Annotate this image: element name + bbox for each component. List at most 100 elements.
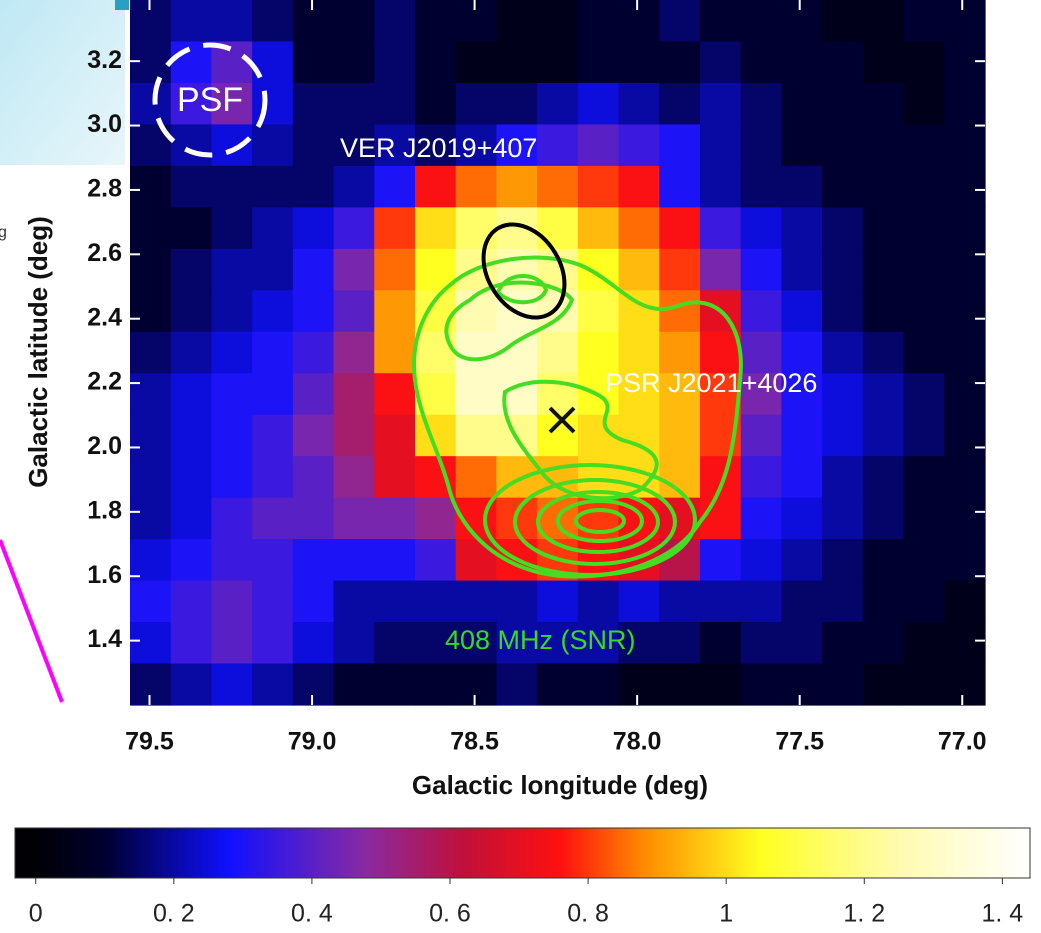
fragment-label: g: [0, 224, 7, 241]
heatmap-cell: [741, 622, 782, 664]
heatmap-cell: [334, 498, 375, 540]
heatmap-cell: [741, 249, 782, 291]
heatmap-cell: [537, 664, 578, 706]
heatmap-cell: [700, 664, 741, 706]
heatmap-cell: [822, 622, 863, 664]
heatmap-cell: [456, 41, 497, 83]
heatmap-cell: [659, 249, 700, 291]
heatmap-cell: [374, 373, 415, 415]
heatmap-cell: [700, 498, 741, 540]
heatmap-cell: [700, 207, 741, 249]
heatmap-cell: [904, 373, 945, 415]
heatmap-cell: [944, 373, 985, 415]
heatmap-cell: [334, 83, 375, 125]
heatmap-cell: [211, 664, 252, 706]
heatmap-cell: [537, 581, 578, 623]
y-tick-label: 2.0: [87, 432, 122, 460]
heatmap-cell: [944, 0, 985, 42]
heatmap-cell: [741, 166, 782, 208]
colorbar-tick-label: 0. 4: [291, 900, 333, 928]
heatmap-cell: [130, 207, 171, 249]
colorbar-tick-label: 1. 4: [982, 900, 1024, 928]
heatmap-cell: [415, 581, 456, 623]
heatmap-cell: [334, 290, 375, 332]
x-axis-title: Galactic longitude (deg): [412, 770, 708, 800]
y-tick-label: 1.6: [87, 561, 122, 589]
heatmap-cell: [130, 0, 171, 42]
heatmap-cell: [904, 290, 945, 332]
heatmap-cell: [659, 0, 700, 42]
heatmap-cell: [211, 622, 252, 664]
heatmap-cell: [374, 290, 415, 332]
heatmap-cell: [822, 0, 863, 42]
heatmap-cell: [211, 207, 252, 249]
heatmap-cell: [374, 456, 415, 498]
heatmap-cell: [456, 83, 497, 125]
x-tick-label: 78.0: [613, 728, 662, 756]
heatmap-cell: [211, 332, 252, 374]
heatmap-cell: [211, 373, 252, 415]
heatmap-cell: [456, 373, 497, 415]
heatmap-cell: [822, 373, 863, 415]
heatmap-cell: [252, 622, 293, 664]
heatmap-cell: [659, 166, 700, 208]
y-tick-label: 2.4: [87, 303, 122, 331]
y-tick-label: 2.6: [87, 239, 122, 267]
heatmap-cell: [578, 207, 619, 249]
heatmap-cell: [211, 124, 252, 166]
heatmap-cell: [822, 207, 863, 249]
heatmap-cell: [781, 83, 822, 125]
heatmap-cell: [130, 539, 171, 581]
heatmap-cell: [496, 0, 537, 42]
heatmap-cell: [863, 415, 904, 457]
heatmap-cell: [374, 415, 415, 457]
heatmap-cell: [211, 0, 252, 42]
heatmap-cell: [863, 581, 904, 623]
heatmap-cell: [822, 498, 863, 540]
heatmap-cell: [130, 498, 171, 540]
heatmap-cell: [578, 664, 619, 706]
heatmap-cell: [822, 415, 863, 457]
heatmap-cell: [537, 0, 578, 42]
colorbar-tick-label: 0. 6: [429, 900, 471, 928]
heatmap-cell: [904, 0, 945, 42]
heatmap-cell: [863, 0, 904, 42]
heatmap-cell: [741, 415, 782, 457]
heatmap-cell: [171, 539, 212, 581]
y-tick-label: 1.8: [87, 496, 122, 524]
heatmap-cell: [619, 0, 660, 42]
heatmap-cell: [537, 207, 578, 249]
heatmap-cell: [374, 498, 415, 540]
heatmap-cell: [171, 41, 212, 83]
heatmap-cell: [781, 581, 822, 623]
heatmap-cell: [171, 581, 212, 623]
psf-label: PSF: [177, 81, 243, 119]
heatmap-cell: [415, 332, 456, 374]
annotation: PSR J2021+4026: [605, 368, 817, 398]
heatmap-cell: [496, 373, 537, 415]
heatmap-cell: [415, 83, 456, 125]
heatmap-cell: [456, 415, 497, 457]
x-tick-label: 79.5: [125, 728, 174, 756]
heatmap-cell: [211, 498, 252, 540]
heatmap-cell: [456, 664, 497, 706]
heatmap-cell: [456, 539, 497, 581]
heatmap-cell: [578, 0, 619, 42]
heatmap-cell: [415, 498, 456, 540]
heatmap-cell: [293, 373, 334, 415]
heatmap-cell: [700, 249, 741, 291]
x-tick-label: 77.5: [775, 728, 824, 756]
heatmap-cell: [904, 498, 945, 540]
heatmap-cell: [904, 456, 945, 498]
heatmap-cell: [252, 664, 293, 706]
heatmap-cell: [456, 166, 497, 208]
heatmap-cell: [944, 664, 985, 706]
heatmap-cell: [171, 456, 212, 498]
colorbar-tick-label: 1. 2: [843, 900, 885, 928]
heatmap-cell: [293, 456, 334, 498]
heatmap-cell: [496, 166, 537, 208]
heatmap-cell: [578, 83, 619, 125]
heatmap-cell: [863, 41, 904, 83]
heatmap-cell: [211, 415, 252, 457]
heatmap-cell: [374, 622, 415, 664]
